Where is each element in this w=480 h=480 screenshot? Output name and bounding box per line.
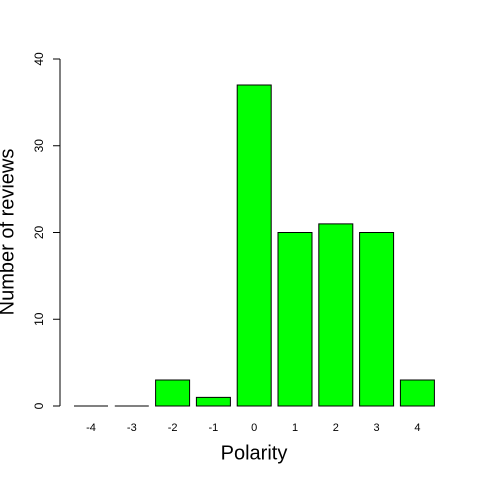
y-tick-label: 20: [32, 226, 46, 240]
bar: [277, 232, 313, 407]
bar: [195, 396, 231, 407]
y-tick-label: 10: [32, 312, 46, 326]
bar: [236, 84, 272, 407]
y-tick-label: 0: [32, 402, 46, 409]
x-tick-label: -1: [209, 422, 219, 434]
x-tick-label: -3: [127, 422, 137, 434]
x-tick-label: -4: [86, 422, 96, 434]
bar: [318, 223, 354, 407]
y-axis-title: Number of reviews: [0, 149, 18, 316]
bar: [359, 232, 395, 407]
x-tick-label: 4: [414, 422, 420, 434]
x-tick-label: 3: [374, 422, 380, 434]
bar: [399, 379, 435, 407]
x-axis-title: Polarity: [221, 442, 288, 464]
x-tick-label: 1: [292, 422, 298, 434]
bar: [155, 379, 191, 407]
x-tick-label: 0: [251, 422, 257, 434]
y-tick-label: 30: [32, 139, 46, 153]
y-tick-label: 40: [32, 52, 46, 66]
x-tick-label: -2: [168, 422, 178, 434]
x-tick-label: 2: [333, 422, 339, 434]
